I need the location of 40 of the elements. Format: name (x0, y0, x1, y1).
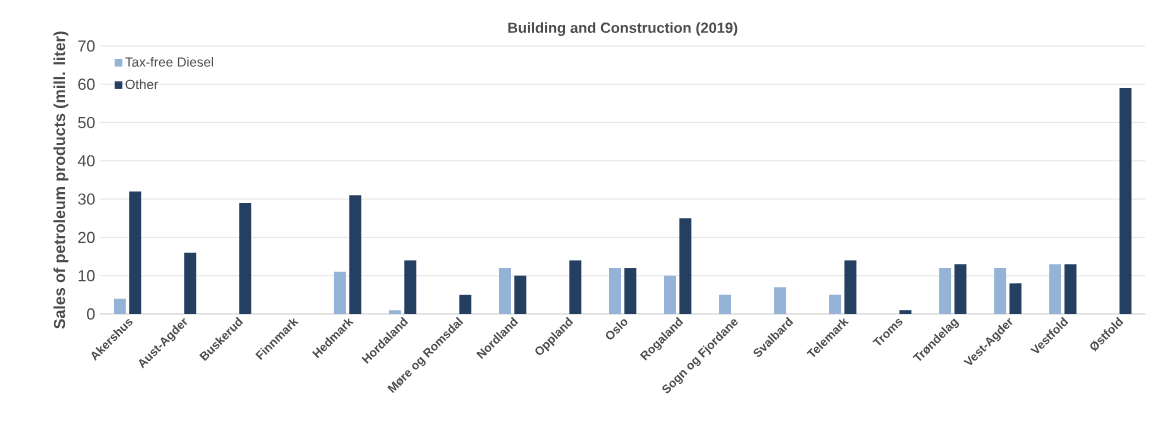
bar (994, 268, 1007, 314)
y-tick-label: 60 (78, 78, 95, 90)
bar (498, 268, 511, 314)
bar (1009, 283, 1022, 314)
bar (774, 287, 787, 314)
bar (954, 264, 967, 314)
legend-label: Other (125, 79, 159, 90)
bar (939, 268, 952, 314)
bar (664, 275, 677, 314)
bar (844, 260, 857, 314)
y-tick-label: 0 (87, 308, 95, 320)
legend-label: Tax-free Diesel (125, 56, 213, 67)
bar (349, 195, 362, 314)
y-tick-label: 50 (78, 116, 95, 129)
bar (514, 275, 527, 314)
bar (829, 294, 842, 314)
bar (899, 310, 912, 314)
y-tick-label: 30 (78, 193, 95, 205)
bar (239, 202, 252, 314)
y-tick-label: 40 (77, 155, 95, 167)
y-tick-label: 70 (78, 40, 95, 52)
bar (113, 298, 126, 314)
bar (1119, 88, 1132, 314)
y-tick-label: 20 (78, 231, 95, 244)
chart-title: Building and Construction (2019) (508, 22, 738, 36)
bar (404, 260, 417, 314)
bar (624, 268, 637, 314)
bar (569, 260, 582, 314)
bar (184, 252, 197, 314)
bar (719, 294, 732, 314)
bar (1064, 264, 1077, 314)
y-axis-title: Sales of petroleum products (mill. liter) (53, 31, 69, 329)
bar (388, 310, 401, 314)
bar (1049, 264, 1062, 314)
bar (609, 268, 621, 314)
bar (129, 191, 142, 314)
bar (679, 218, 692, 314)
y-tick-label: 10 (78, 270, 95, 282)
bar (333, 271, 346, 314)
bar (459, 294, 472, 314)
